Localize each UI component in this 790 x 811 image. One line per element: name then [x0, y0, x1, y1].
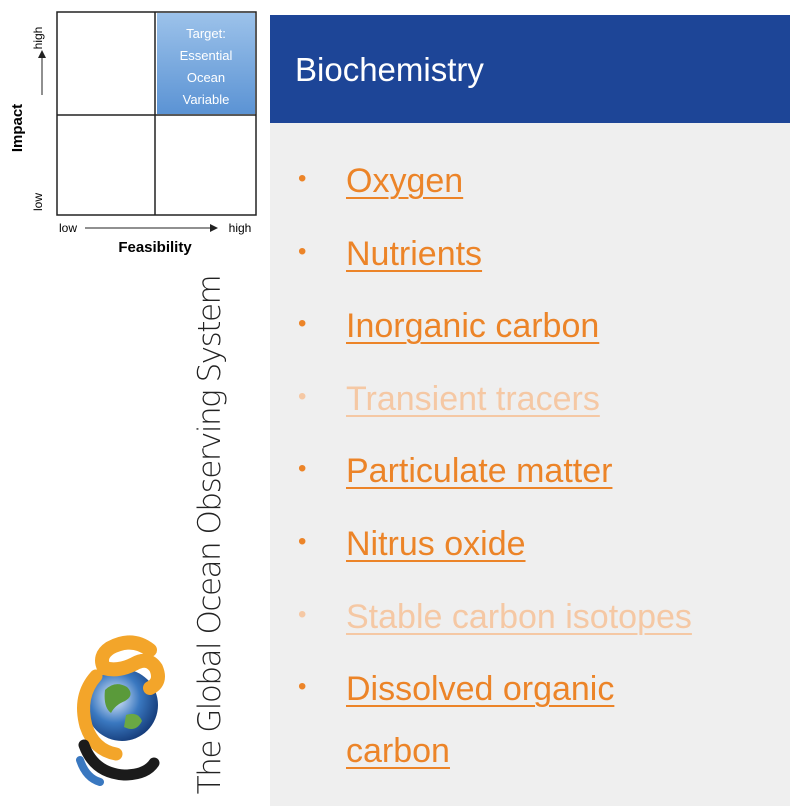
y-arrow-head: [38, 50, 46, 58]
target-line: Ocean: [187, 70, 225, 85]
item-link[interactable]: Dissolved organic carbon: [346, 670, 615, 771]
bullet: •: [298, 237, 307, 265]
target-label: Target: Essential Ocean Variable: [180, 26, 233, 107]
item-link[interactable]: Inorganic carbon: [346, 307, 600, 346]
bullet: •: [298, 455, 307, 483]
bullet: •: [298, 527, 307, 555]
item-link[interactable]: Oxygen: [346, 162, 464, 200]
goos-logo: [76, 635, 165, 786]
logo-text: The Global Ocean Observing System: [192, 275, 228, 795]
x-high: high: [229, 221, 252, 235]
y-axis-label: Impact: [9, 104, 26, 152]
bullet: •: [298, 165, 307, 192]
bullet: •: [298, 382, 307, 410]
y-high: high: [31, 27, 45, 50]
item-link[interactable]: Stable carbon isotopes: [346, 597, 692, 636]
target-line: Target:: [186, 26, 226, 41]
bullet: •: [298, 600, 307, 628]
bullet: •: [298, 310, 307, 338]
item-link[interactable]: Particulate matter: [346, 452, 613, 491]
item-link[interactable]: Transient tracers: [346, 379, 600, 418]
matrix-and-logo: Target: Essential Ocean Variable high low I…: [9, 11, 257, 786]
panel-header: Biochemistry: [270, 15, 790, 123]
item-link[interactable]: Nutrients: [346, 234, 483, 273]
x-low: low: [59, 221, 77, 235]
panel: Biochemistry • Oxygen • Nutrients • Inorganic…: [270, 15, 790, 806]
target-line: Essential: [180, 48, 233, 63]
x-arrow-head: [210, 224, 218, 232]
matrix-frame: [56, 11, 257, 216]
bullet: •: [298, 673, 307, 701]
panel-title: Biochemistry: [295, 51, 484, 88]
target-line: Variable: [183, 92, 230, 107]
item-link[interactable]: Nitrus oxide: [346, 524, 526, 563]
target-cell: [157, 13, 255, 114]
x-axis-label: Feasibility: [118, 239, 192, 256]
left-column: Target: Essential Ocean Variable high low I…: [0, 0, 270, 806]
y-low: low: [31, 193, 45, 211]
